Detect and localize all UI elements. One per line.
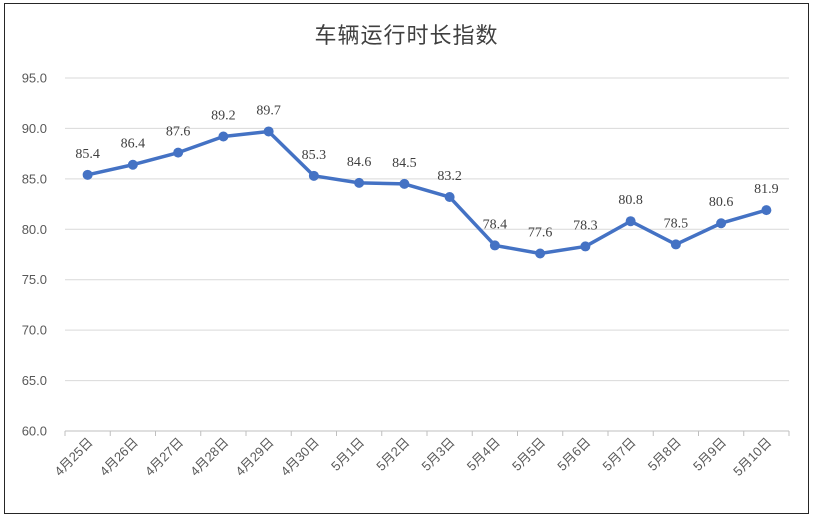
x-tick-label: 5月2日 <box>373 435 412 474</box>
data-label: 87.6 <box>166 125 191 140</box>
x-tick-label: 4月30日 <box>278 435 322 479</box>
data-point <box>580 241 591 252</box>
y-tick-label: 60.0 <box>22 424 47 439</box>
data-label: 84.5 <box>392 156 417 171</box>
x-tick-label: 5月10日 <box>730 435 774 479</box>
data-point <box>761 205 772 216</box>
x-tick-label: 5月1日 <box>328 435 367 474</box>
data-point <box>263 126 274 137</box>
y-tick-label: 75.0 <box>22 272 47 287</box>
y-tick-label: 85.0 <box>22 171 47 186</box>
data-label: 85.4 <box>75 147 100 162</box>
data-label: 78.3 <box>573 218 598 233</box>
data-label: 89.7 <box>256 103 281 118</box>
data-point <box>489 240 500 251</box>
x-tick-label: 4月28日 <box>187 435 231 479</box>
chart-frame <box>4 3 809 514</box>
data-point <box>173 147 184 158</box>
y-tick-label: 80.0 <box>22 222 47 237</box>
data-label: 83.2 <box>437 169 462 184</box>
data-point <box>399 178 410 189</box>
x-tick-label: 5月3日 <box>419 435 458 474</box>
x-tick-label: 5月9日 <box>690 435 729 474</box>
data-label: 77.6 <box>528 225 553 240</box>
data-label: 89.2 <box>211 108 236 123</box>
data-label: 78.4 <box>483 217 508 232</box>
x-tick-label: 4月29日 <box>232 435 276 479</box>
y-tick-label: 65.0 <box>22 373 47 388</box>
chart-title: 车辆运行时长指数 <box>314 24 499 49</box>
data-point <box>308 170 319 181</box>
x-tick-label: 4月27日 <box>142 435 186 479</box>
data-point <box>127 159 138 170</box>
y-tick-label: 95.0 <box>22 71 47 86</box>
y-tick-label: 90.0 <box>22 121 47 136</box>
data-labels: 85.4 86.4 87.6 89.2 89.7 85.3 84.6 84.5 83.2 78.4… <box>75 103 778 240</box>
series-line <box>85 129 769 256</box>
x-tick-label: 5月8日 <box>645 435 684 474</box>
x-tick-label: 5月5日 <box>509 435 548 474</box>
data-label: 78.5 <box>664 216 689 231</box>
data-label: 81.9 <box>754 182 779 197</box>
data-label: 85.3 <box>302 148 327 163</box>
x-tick-label: 5月7日 <box>600 435 639 474</box>
data-point <box>625 216 636 227</box>
data-label: 84.6 <box>347 155 372 170</box>
x-tick-label: 4月25日 <box>51 435 95 479</box>
data-point <box>444 192 455 203</box>
x-tick-label: 5月6日 <box>554 435 593 474</box>
data-point <box>716 218 727 229</box>
gridlines <box>65 77 789 432</box>
data-point <box>354 177 365 188</box>
series <box>82 126 772 259</box>
x-tick-label: 5月4日 <box>464 435 503 474</box>
data-point <box>82 169 93 180</box>
data-label: 80.6 <box>709 195 734 210</box>
data-label: 80.8 <box>618 193 643 208</box>
x-tick-label: 4月26日 <box>97 435 141 479</box>
data-point <box>535 248 546 259</box>
data-point <box>218 131 229 142</box>
y-tick-label: 70.0 <box>22 323 47 338</box>
data-label: 86.4 <box>121 137 146 152</box>
y-axis: 60.0 65.0 70.0 75.0 80.0 85.0 90.0 95.0 <box>22 71 47 439</box>
x-axis: 4月25日 4月26日 4月27日 4月28日 4月29日 4月30日 5月1日 5月2日 5月… <box>51 431 790 479</box>
data-point <box>670 239 681 250</box>
